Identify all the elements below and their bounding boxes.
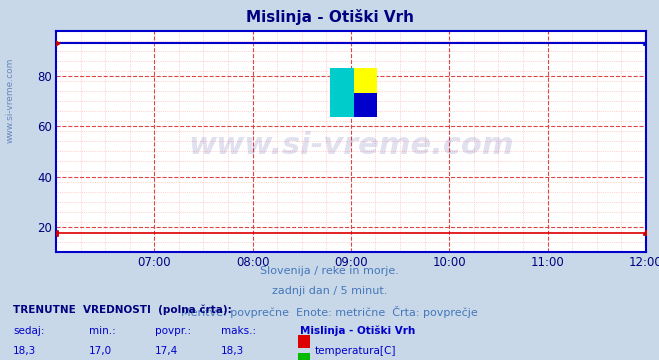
Bar xyxy=(330,68,354,117)
Text: min.:: min.: xyxy=(89,326,116,336)
Text: 17,0: 17,0 xyxy=(89,346,112,356)
Text: Slovenija / reke in morje.: Slovenija / reke in morje. xyxy=(260,266,399,276)
Text: Mislinja - Otiški Vrh: Mislinja - Otiški Vrh xyxy=(300,326,415,336)
Text: 18,3: 18,3 xyxy=(221,346,244,356)
Text: www.si-vreme.com: www.si-vreme.com xyxy=(5,58,14,144)
Text: zadnji dan / 5 minut.: zadnji dan / 5 minut. xyxy=(272,286,387,296)
Text: sedaj:: sedaj: xyxy=(13,326,45,336)
Text: Mislinja - Otiški Vrh: Mislinja - Otiški Vrh xyxy=(246,9,413,25)
Text: www.si-vreme.com: www.si-vreme.com xyxy=(188,131,514,160)
Text: temperatura[C]: temperatura[C] xyxy=(315,346,397,356)
Text: TRENUTNE  VREDNOSTI  (polna črta):: TRENUTNE VREDNOSTI (polna črta): xyxy=(13,304,232,315)
Bar xyxy=(354,68,378,93)
Text: povpr.:: povpr.: xyxy=(155,326,191,336)
Text: maks.:: maks.: xyxy=(221,326,256,336)
Text: 17,4: 17,4 xyxy=(155,346,178,356)
Bar xyxy=(354,93,378,117)
Text: 18,3: 18,3 xyxy=(13,346,36,356)
Text: Meritve: povprečne  Enote: metrične  Črta: povprečje: Meritve: povprečne Enote: metrične Črta:… xyxy=(181,306,478,318)
